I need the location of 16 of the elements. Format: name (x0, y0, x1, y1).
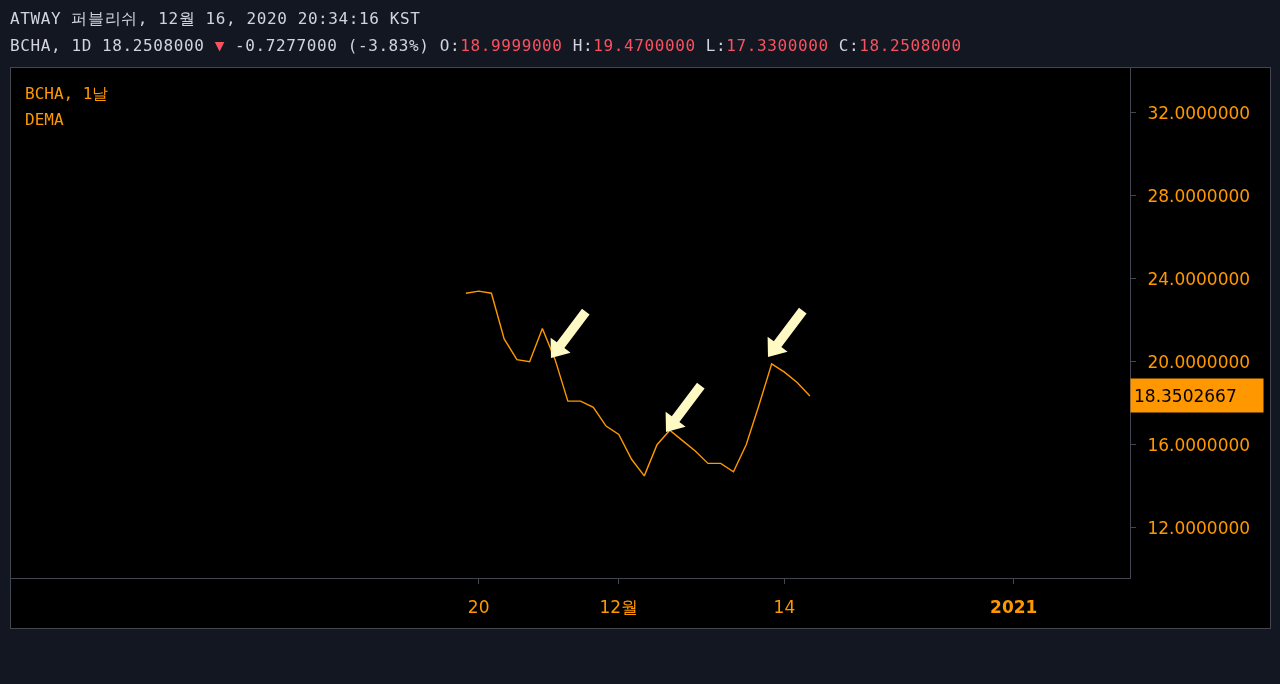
x-tick-label: 2021 (990, 597, 1038, 618)
text: DEMA (25, 110, 64, 129)
legend-title: BCHA, 1날 (25, 84, 109, 103)
chart-title: ATWAY 퍼블리쉬, 12월 16, 2020 20:34:16 KST (10, 9, 421, 30)
y-tick-label: 12.0000000 (1147, 517, 1251, 538)
y-tick-label: 20.0000000 (1147, 351, 1251, 372)
x-tick-label: 20 (467, 597, 490, 618)
text: 18.3502667 (1134, 385, 1237, 406)
line-series (465, 290, 811, 477)
y-tick-label: 16.0000000 (1147, 434, 1251, 455)
y-tick-label: 24.0000000 (1147, 268, 1251, 289)
x-tick-label: 14 (773, 597, 796, 618)
text: BCHA, 1D 18.2508000 ▼ -0.7277000 (-3.83%) O:18.9999000 H:19.4700000 L:17.3300000 C:18.2508000 (10, 36, 962, 55)
y-tick-label: 28.0000000 (1147, 185, 1251, 206)
x-tick-label: 12월 (599, 597, 639, 618)
y-tick-label: 32.0000000 (1147, 102, 1251, 123)
